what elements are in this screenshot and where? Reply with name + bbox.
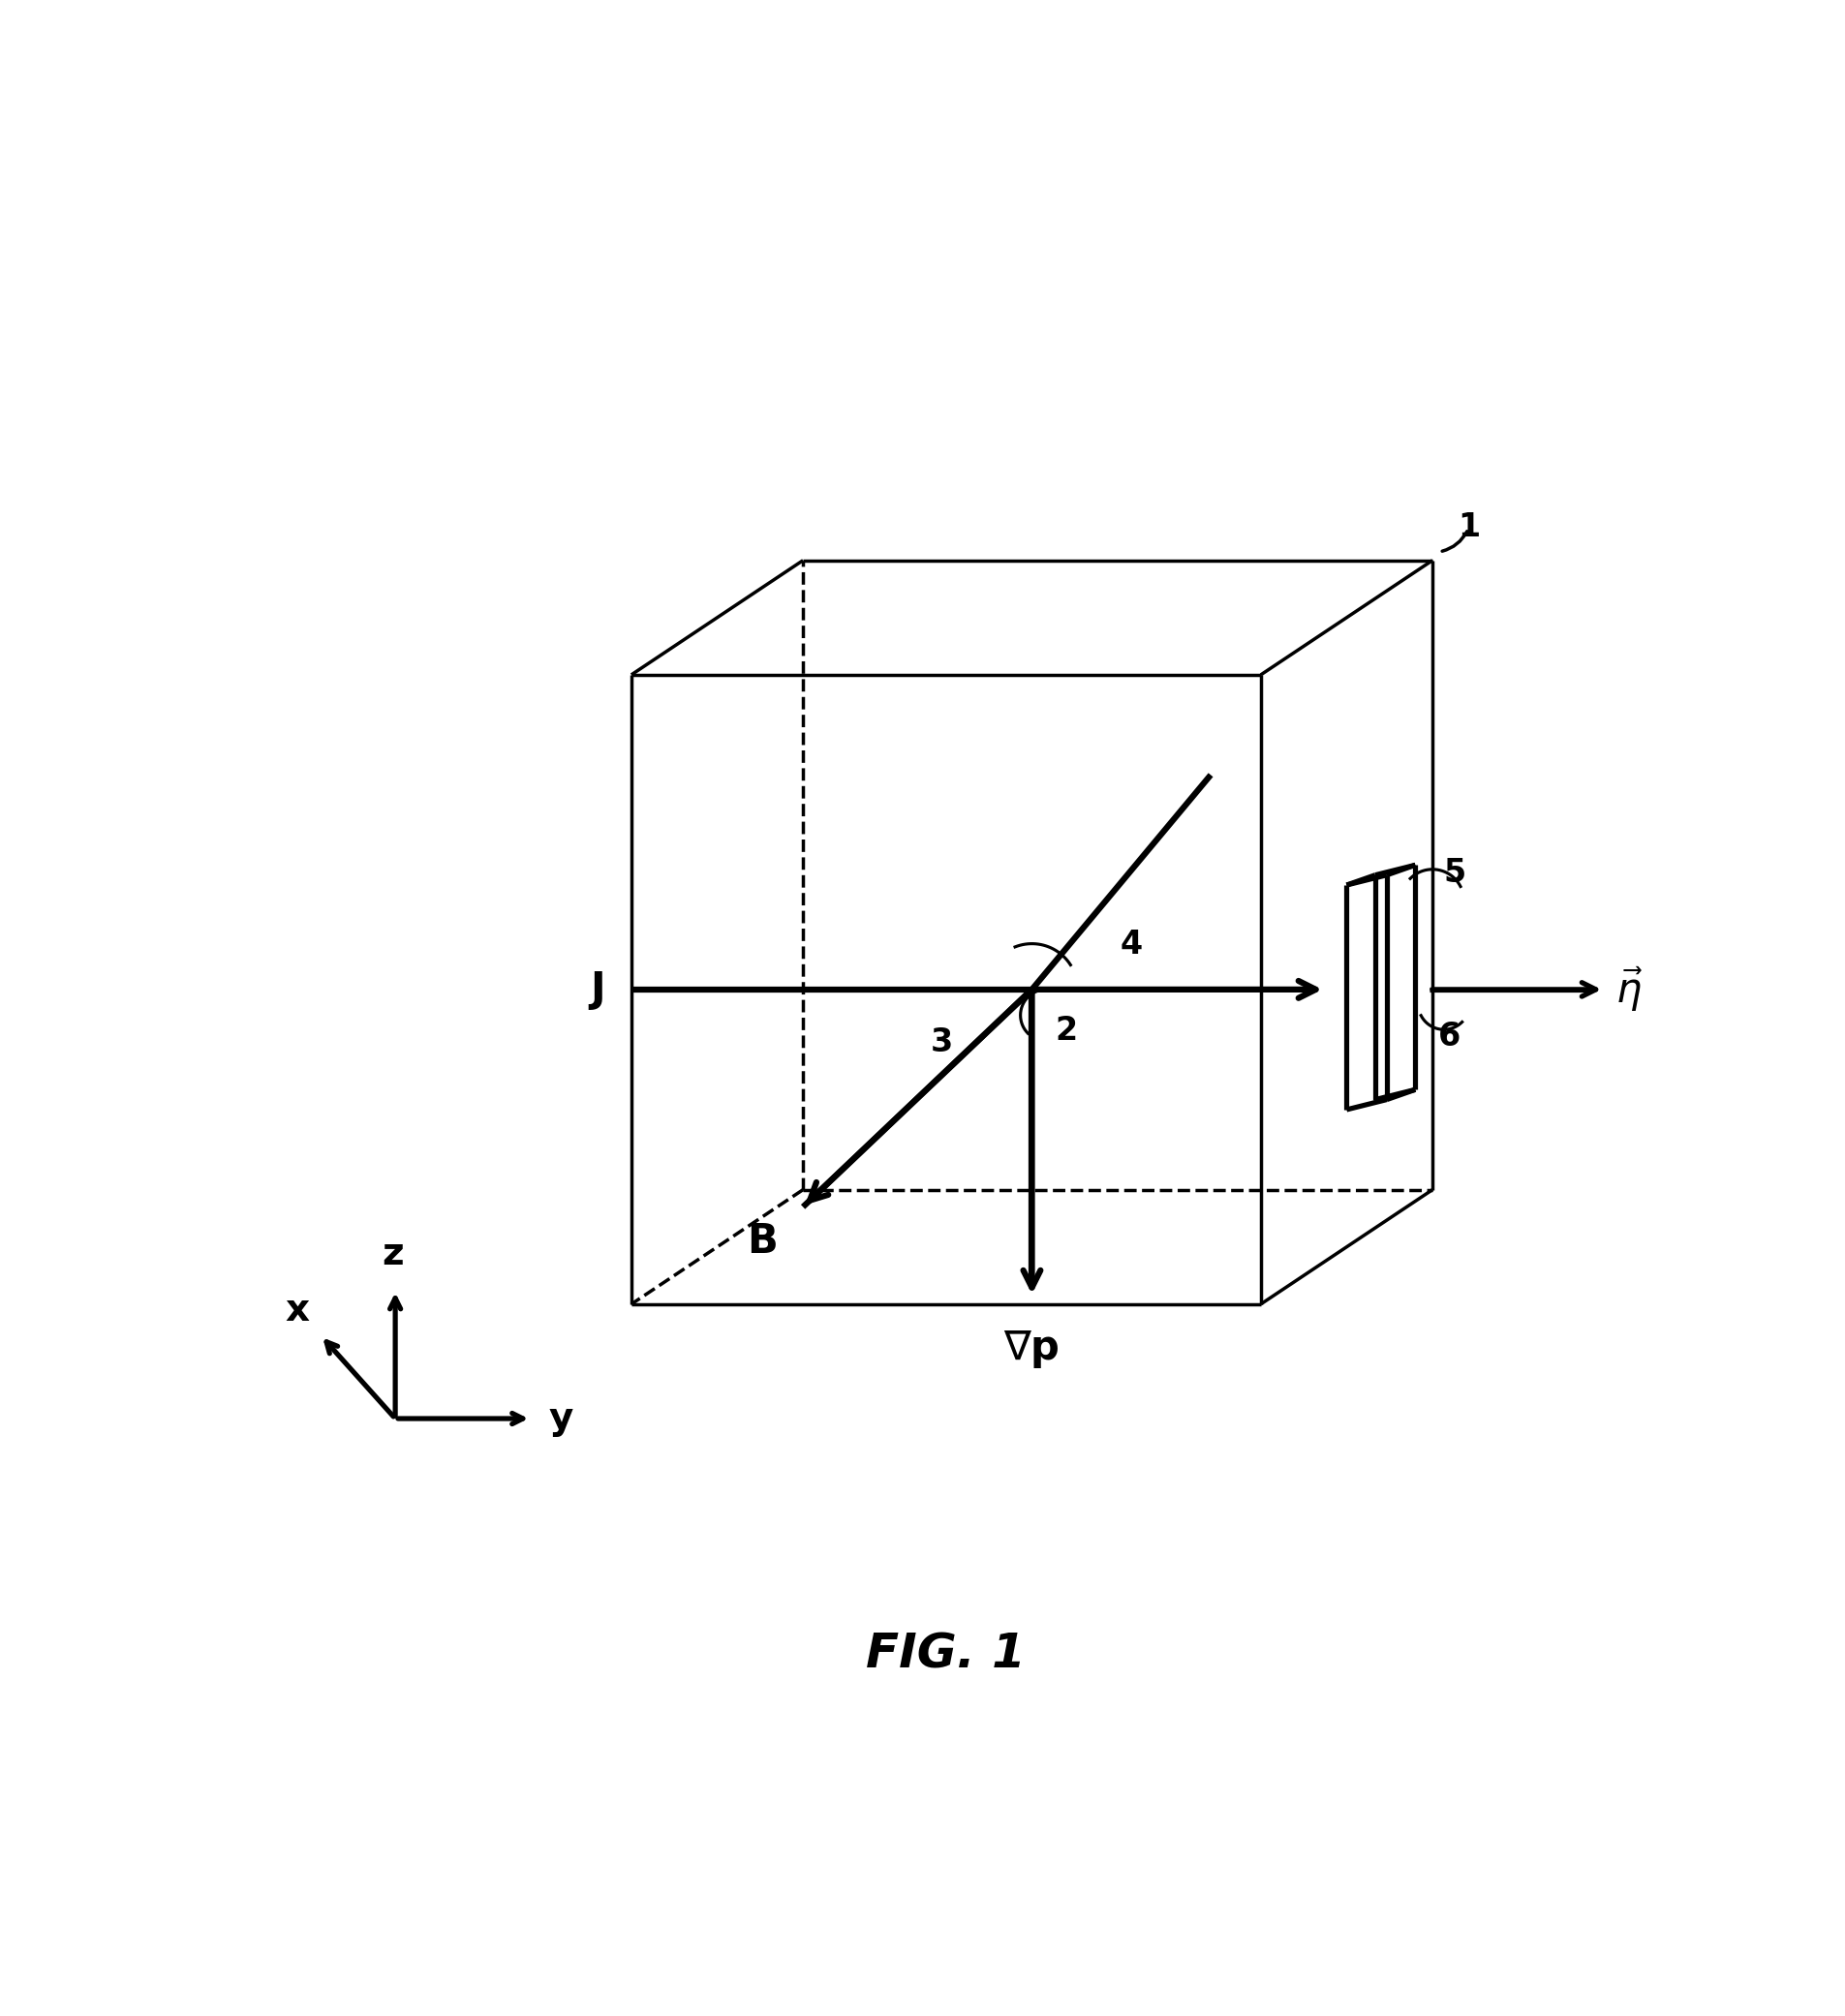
Text: J: J <box>590 970 605 1010</box>
Text: $\nabla$p: $\nabla$p <box>1004 1329 1059 1371</box>
Text: 3: 3 <box>930 1026 952 1058</box>
Text: z: z <box>382 1236 404 1272</box>
Text: FIG. 1: FIG. 1 <box>865 1631 1026 1677</box>
Text: 5: 5 <box>1443 857 1465 889</box>
Text: 1: 1 <box>1458 512 1480 542</box>
Text: 4: 4 <box>1120 929 1142 962</box>
Text: $\vec{\eta}$: $\vec{\eta}$ <box>1614 966 1642 1014</box>
Text: x: x <box>284 1292 310 1329</box>
Text: y: y <box>548 1401 572 1437</box>
Text: B: B <box>745 1222 777 1262</box>
Text: 6: 6 <box>1437 1020 1459 1052</box>
Text: 2: 2 <box>1053 1016 1077 1046</box>
